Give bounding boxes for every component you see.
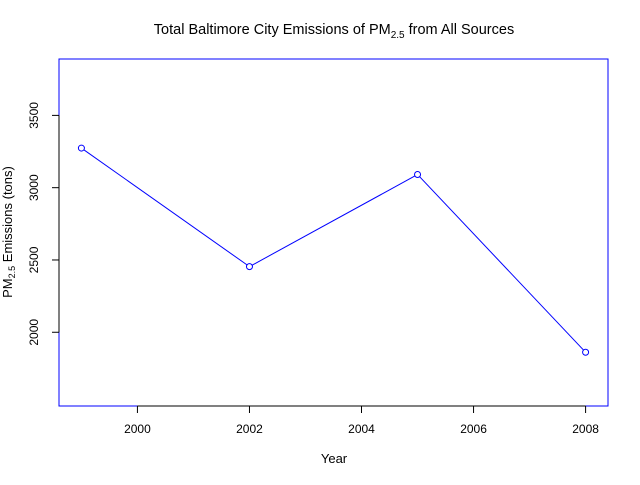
y-axis-label: PM2.5 Emissions (tons) (0, 166, 17, 298)
series-line-segment (419, 176, 584, 351)
x-tick-label: 2000 (124, 422, 151, 436)
x-axis-label: Year (321, 451, 348, 466)
data-point (414, 171, 422, 179)
y-tick-label: 3500 (27, 102, 41, 129)
x-tick-label: 2008 (572, 422, 599, 436)
y-tick-label: 2000 (27, 319, 41, 346)
y-axis-label-prefix: PM (0, 278, 15, 298)
chart-title-subscript: 2.5 (391, 30, 405, 41)
data-point (582, 348, 590, 356)
x-tick-label: 2004 (348, 422, 375, 436)
y-axis-label-suffix: Emissions (tons) (0, 166, 15, 266)
y-axis-label-subscript: 2.5 (7, 266, 17, 279)
x-tick-label: 2006 (460, 422, 487, 436)
x-axis: 2000 2002 2004 2006 2008 (124, 405, 599, 436)
y-tick-label: 3000 (27, 174, 41, 201)
series-layer (77, 144, 590, 356)
series-line-segment (251, 175, 416, 266)
x-tick-label: 2002 (236, 422, 263, 436)
plot-frame (58, 58, 609, 407)
chart-title-suffix: from All Sources (405, 22, 515, 38)
y-axis: 2000 2500 3000 3500 (27, 102, 60, 346)
data-point (77, 144, 85, 152)
data-point (245, 263, 253, 271)
chart-title: Total Baltimore City Emissions of PM2.5 … (154, 22, 514, 41)
chart-title-prefix: Total Baltimore City Emissions of PM (154, 22, 391, 38)
series-line-segment (83, 149, 248, 266)
y-tick-label: 2500 (27, 246, 41, 273)
